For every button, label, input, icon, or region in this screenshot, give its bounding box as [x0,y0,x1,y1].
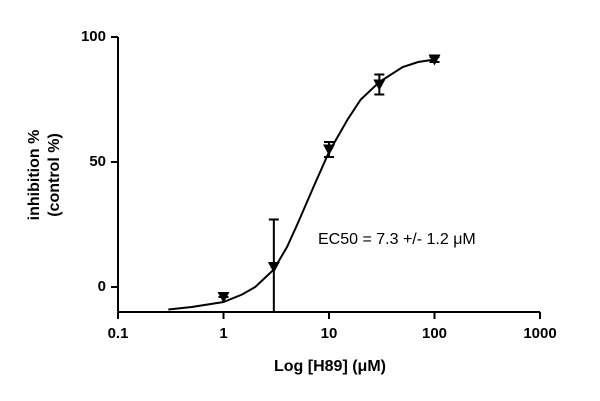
x-axis-title: Log [H89] (μM) [274,358,386,375]
fit-curve [168,58,435,311]
annotation: EC50 = 7.3 +/- 1.2 μM [318,231,476,248]
data-point [323,144,335,156]
data-point [428,54,441,66]
y-axis-title: (control %) [46,133,63,217]
y-axis-title: inhibition % [26,130,43,221]
data-point [267,262,280,273]
x-tick-label: 1000 [523,325,556,342]
x-tick-label: 10 [321,325,338,342]
x-tick-label: 0.1 [108,325,129,342]
data-point [373,79,386,91]
x-tick-label: 1 [219,325,227,342]
data-point [217,292,230,303]
x-tick-label: 100 [422,325,447,342]
y-tick-label: 100 [81,28,106,45]
y-tick-label: 0 [98,278,106,295]
y-tick-label: 50 [89,153,106,170]
